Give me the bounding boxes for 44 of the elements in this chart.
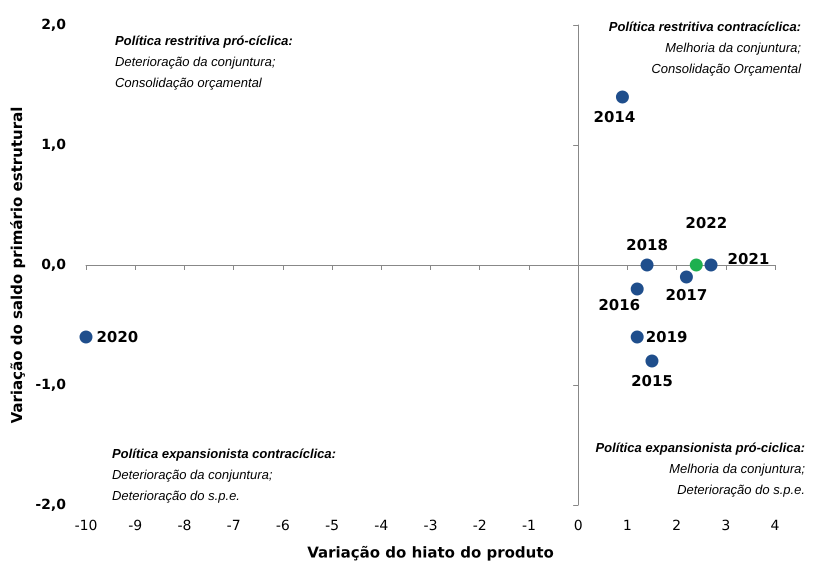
series-label: 2021 (728, 250, 770, 268)
annotation: Política expansionista contracíclica: Deterioração da conjuntura; Deterioração do s.p.e. (112, 446, 336, 503)
series-label: 2015 (631, 372, 673, 390)
series-label: 2018 (626, 236, 668, 254)
point (616, 90, 629, 104)
x-tick-label: -10 (74, 518, 98, 534)
x-tick-label: 4 (770, 518, 780, 534)
x-tick-label: -4 (374, 518, 388, 534)
x-axis-title: Variação do hiato do produto (307, 544, 554, 562)
series-label: 2022 (685, 214, 728, 232)
point (645, 354, 658, 368)
point (630, 330, 644, 344)
x-tick-label: -3 (424, 518, 438, 534)
y-tick-label: -1,0 (35, 377, 66, 393)
point (630, 282, 644, 296)
series-label: 2016 (598, 296, 640, 314)
x-tick-label: -8 (177, 518, 192, 534)
series-label: 2019 (646, 328, 688, 346)
y-tick-label: -2,0 (35, 497, 66, 513)
y-tick-label: 1,0 (41, 137, 66, 153)
x-tick-label: -5 (325, 518, 340, 534)
series-label: 2014 (594, 108, 636, 126)
point (704, 258, 718, 272)
x-tick-label: 0 (574, 518, 583, 534)
series-label: 2017 (666, 286, 708, 304)
x-tick-label: -1 (522, 518, 536, 534)
series-label: 2020 (96, 328, 138, 346)
point (690, 258, 703, 272)
point (80, 330, 92, 344)
x-tick-label: 1 (622, 518, 632, 534)
x-tick-label: 2 (672, 518, 682, 534)
x-tick-label: -2 (472, 518, 487, 534)
x-tick-label: 3 (721, 518, 730, 534)
y-axis-title: Variação do saldo primário estrutural (8, 106, 26, 424)
y-tick-label: 0,0 (41, 257, 66, 273)
point (680, 270, 693, 284)
x-tick-label: -6 (276, 518, 290, 534)
point (640, 258, 654, 272)
x-tick-label: -7 (226, 518, 241, 534)
x-tick-label: -9 (128, 518, 142, 534)
annotation: Política restritiva pró-cíclica: Deterioração da conjuntura; Consolidação orçamental (115, 33, 293, 90)
y-tick-label: 2,0 (41, 17, 66, 33)
annotation: Política restritiva contracíclica: Melhoria da conjuntura; Consolidação Orçamental (608, 19, 802, 76)
annotation: Política expansionista pró-ciclica: Melhoria da conjuntura; Deterioração do s.p.e. (595, 440, 806, 497)
